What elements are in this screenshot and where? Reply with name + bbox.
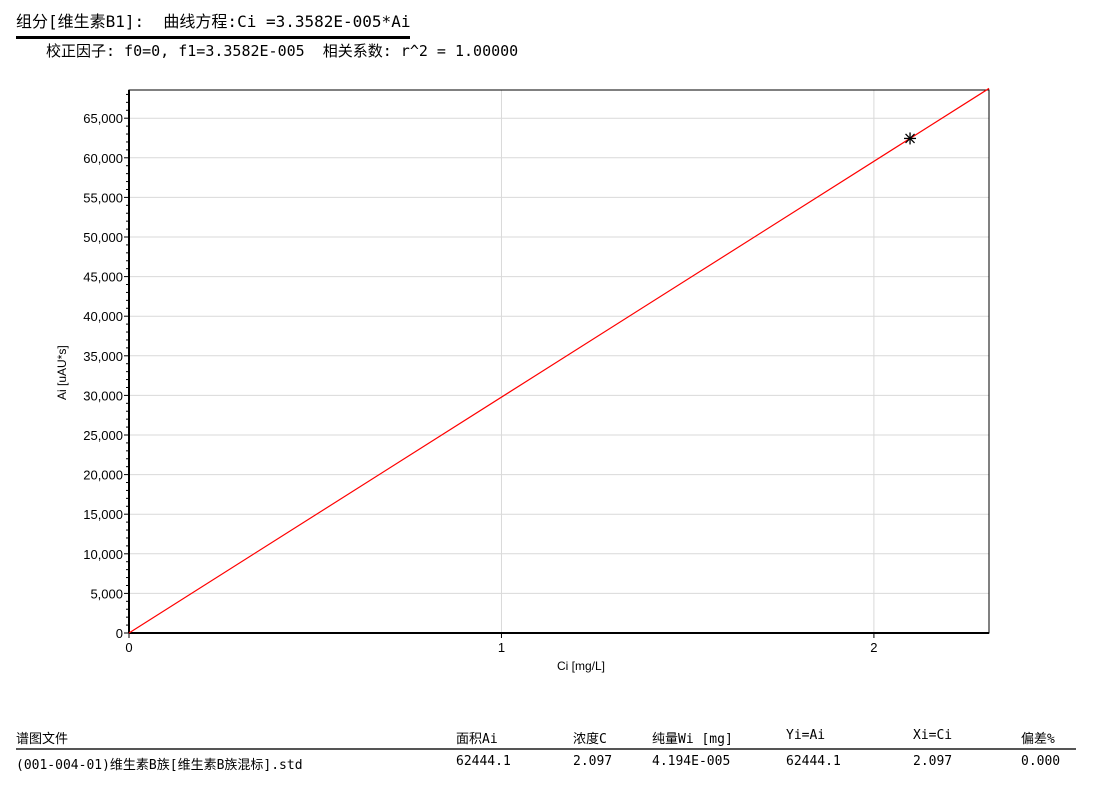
y-tick-label: 65,000 (83, 111, 123, 126)
table-cell: 62444.1 (786, 754, 841, 769)
table-cell: (001-004-01)维生素B族[维生素B族混标].std (16, 758, 303, 773)
y-tick-label: 50,000 (83, 230, 123, 245)
table-cell: 0.000 (1021, 754, 1061, 769)
fit-line (128, 87, 990, 634)
y-tick-label: 45,000 (83, 270, 123, 285)
table-cell: 2.097 (913, 754, 953, 769)
y-tick-label: 0 (116, 626, 123, 641)
column-header: Xi=Ci (913, 728, 953, 743)
y-tick-label: 25,000 (83, 428, 123, 443)
calibration-chart: 0 5,000 10,000 15,000 20,000 25,000 30,000 35,0… (55, 87, 990, 673)
data-point (904, 132, 917, 145)
y-tick-label: 5,000 (90, 586, 123, 601)
y-tick-label: 15,000 (83, 507, 123, 522)
results-table: 谱图文件 面积Ai 浓度C 纯量Wi [mg] Yi=Ai Xi=Ci 偏差% (001-0… (16, 724, 1076, 774)
table-cell: 2.097 (573, 754, 613, 769)
y-tick-label: 35,000 (83, 349, 123, 364)
y-tick-label: 40,000 (83, 309, 123, 324)
table-cell: 62444.1 (456, 754, 511, 769)
y-axis-label: Ai [uAU*s] (55, 345, 69, 400)
column-header: Yi=Ai (786, 728, 826, 743)
table-header: 谱图文件 面积Ai 浓度C 纯量Wi [mg] Yi=Ai Xi=Ci 偏差% (16, 724, 1076, 750)
column-header: 纯量Wi [mg] (652, 732, 733, 747)
x-tick-label: 2 (870, 640, 877, 655)
y-tick-label: 60,000 (83, 151, 123, 166)
table-row[interactable]: (001-004-01)维生素B族[维生素B族混标].std 62444.1 2.0… (16, 750, 1076, 774)
x-axis-label: Ci [mg/L] (557, 659, 605, 673)
curve-equation-title: 组分[维生素B1]: 曲线方程:Ci =3.3582E-005*Ai (16, 8, 411, 39)
x-tick-label: 1 (498, 640, 505, 655)
column-header: 面积Ai (456, 732, 498, 747)
y-tick-label: 30,000 (83, 388, 123, 403)
y-tick-label: 20,000 (83, 468, 123, 483)
column-header: 偏差% (1021, 732, 1055, 747)
x-tick-label: 0 (125, 640, 132, 655)
calibration-factors: 校正因子: f0=0, f1=3.3582E-005 相关系数: r^2 = 1… (46, 42, 519, 60)
table-cell: 4.194E-005 (652, 754, 731, 769)
y-tick-label: 55,000 (83, 190, 123, 205)
y-tick-label: 10,000 (83, 547, 123, 562)
column-header: 谱图文件 (16, 732, 69, 747)
column-header: 浓度C (573, 732, 607, 747)
